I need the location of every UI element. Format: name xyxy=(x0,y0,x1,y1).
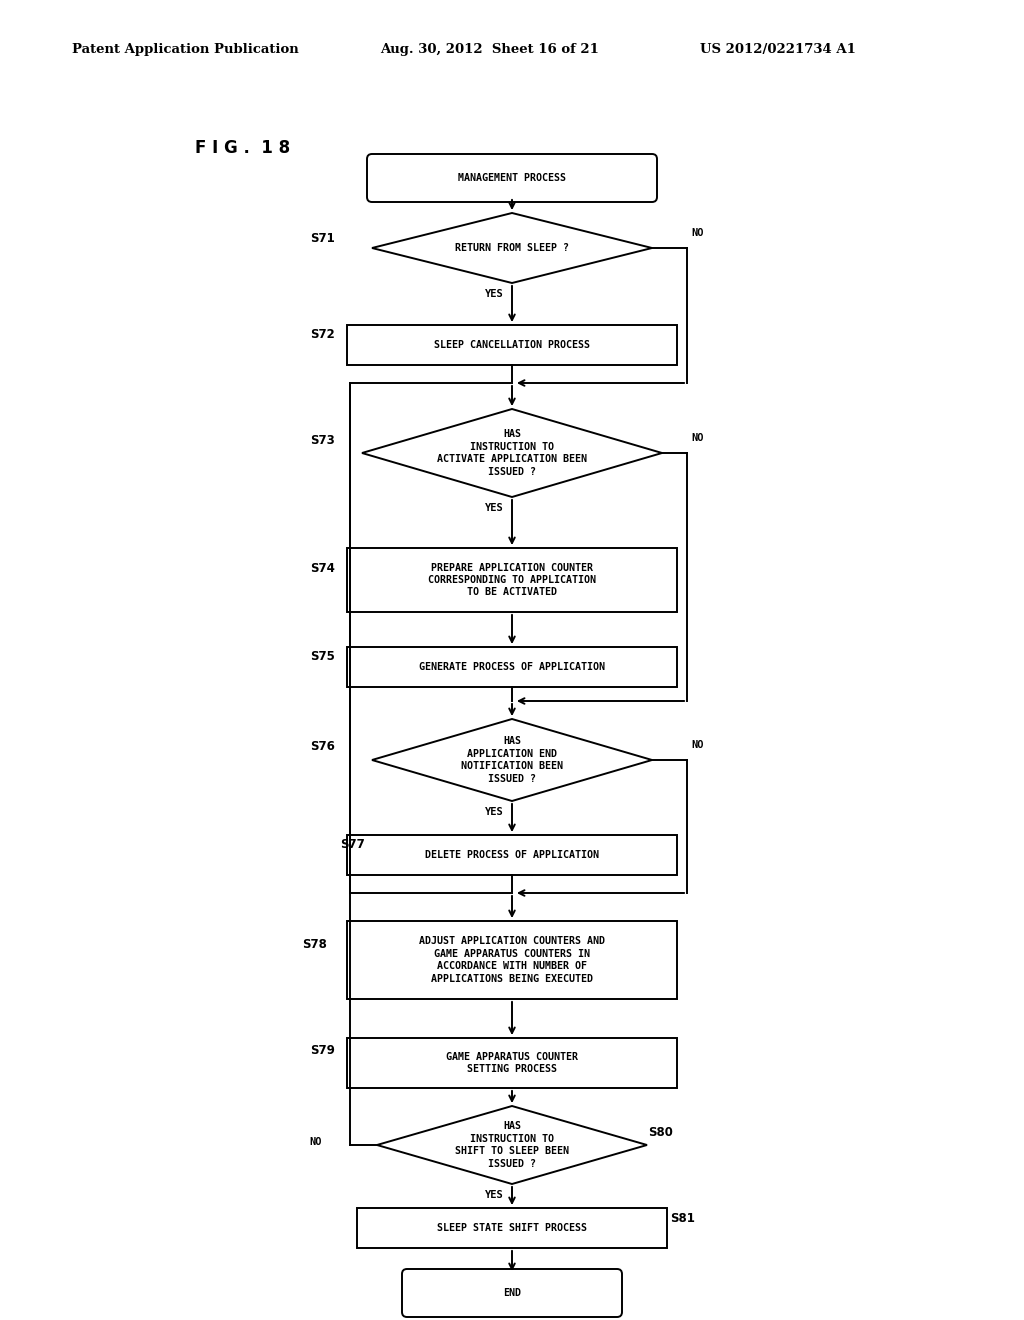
Bar xyxy=(357,1208,667,1247)
Polygon shape xyxy=(372,719,652,801)
Text: YES: YES xyxy=(485,1191,504,1200)
Bar xyxy=(347,325,677,366)
Text: NO: NO xyxy=(691,741,703,750)
Text: DELETE PROCESS OF APPLICATION: DELETE PROCESS OF APPLICATION xyxy=(425,850,599,861)
Text: HAS
INSTRUCTION TO
SHIFT TO SLEEP BEEN
ISSUED ?: HAS INSTRUCTION TO SHIFT TO SLEEP BEEN I… xyxy=(455,1122,569,1168)
Polygon shape xyxy=(362,409,662,498)
Text: S76: S76 xyxy=(310,741,335,754)
Text: NO: NO xyxy=(309,1137,322,1147)
Text: RETURN FROM SLEEP ?: RETURN FROM SLEEP ? xyxy=(455,243,569,253)
Polygon shape xyxy=(377,1106,647,1184)
Text: YES: YES xyxy=(485,503,504,513)
Text: S75: S75 xyxy=(310,651,335,664)
Text: S77: S77 xyxy=(340,838,365,851)
Text: S81: S81 xyxy=(670,1212,695,1225)
Text: YES: YES xyxy=(485,807,504,817)
Bar xyxy=(347,921,677,999)
Text: YES: YES xyxy=(485,289,504,300)
Text: GAME APPARATUS COUNTER
SETTING PROCESS: GAME APPARATUS COUNTER SETTING PROCESS xyxy=(446,1052,578,1074)
Text: US 2012/0221734 A1: US 2012/0221734 A1 xyxy=(700,44,856,57)
Bar xyxy=(347,1038,677,1088)
FancyBboxPatch shape xyxy=(402,1269,622,1317)
Text: S72: S72 xyxy=(310,329,335,342)
Bar xyxy=(347,548,677,612)
Text: HAS
APPLICATION END
NOTIFICATION BEEN
ISSUED ?: HAS APPLICATION END NOTIFICATION BEEN IS… xyxy=(461,737,563,784)
Text: SLEEP CANCELLATION PROCESS: SLEEP CANCELLATION PROCESS xyxy=(434,341,590,350)
Text: PREPARE APPLICATION COUNTER
CORRESPONDING TO APPLICATION
TO BE ACTIVATED: PREPARE APPLICATION COUNTER CORRESPONDIN… xyxy=(428,562,596,598)
Text: GENERATE PROCESS OF APPLICATION: GENERATE PROCESS OF APPLICATION xyxy=(419,663,605,672)
Polygon shape xyxy=(372,213,652,282)
Text: F I G .  1 8: F I G . 1 8 xyxy=(195,139,290,157)
Text: S74: S74 xyxy=(310,561,335,574)
Text: Aug. 30, 2012  Sheet 16 of 21: Aug. 30, 2012 Sheet 16 of 21 xyxy=(380,44,599,57)
Text: NO: NO xyxy=(691,228,703,238)
Text: HAS
INSTRUCTION TO
ACTIVATE APPLICATION BEEN
ISSUED ?: HAS INSTRUCTION TO ACTIVATE APPLICATION … xyxy=(437,429,587,477)
Bar xyxy=(347,836,677,875)
Bar xyxy=(347,647,677,686)
Text: MANAGEMENT PROCESS: MANAGEMENT PROCESS xyxy=(458,173,566,183)
Text: S80: S80 xyxy=(648,1126,673,1138)
Text: ADJUST APPLICATION COUNTERS AND
GAME APPARATUS COUNTERS IN
ACCORDANCE WITH NUMBE: ADJUST APPLICATION COUNTERS AND GAME APP… xyxy=(419,936,605,983)
Text: S79: S79 xyxy=(310,1044,335,1056)
Text: END: END xyxy=(503,1288,521,1298)
FancyBboxPatch shape xyxy=(367,154,657,202)
Text: SLEEP STATE SHIFT PROCESS: SLEEP STATE SHIFT PROCESS xyxy=(437,1224,587,1233)
Text: S71: S71 xyxy=(310,231,335,244)
Text: Patent Application Publication: Patent Application Publication xyxy=(72,44,299,57)
Text: S73: S73 xyxy=(310,433,335,446)
Text: S78: S78 xyxy=(302,939,327,952)
Text: NO: NO xyxy=(691,433,703,444)
